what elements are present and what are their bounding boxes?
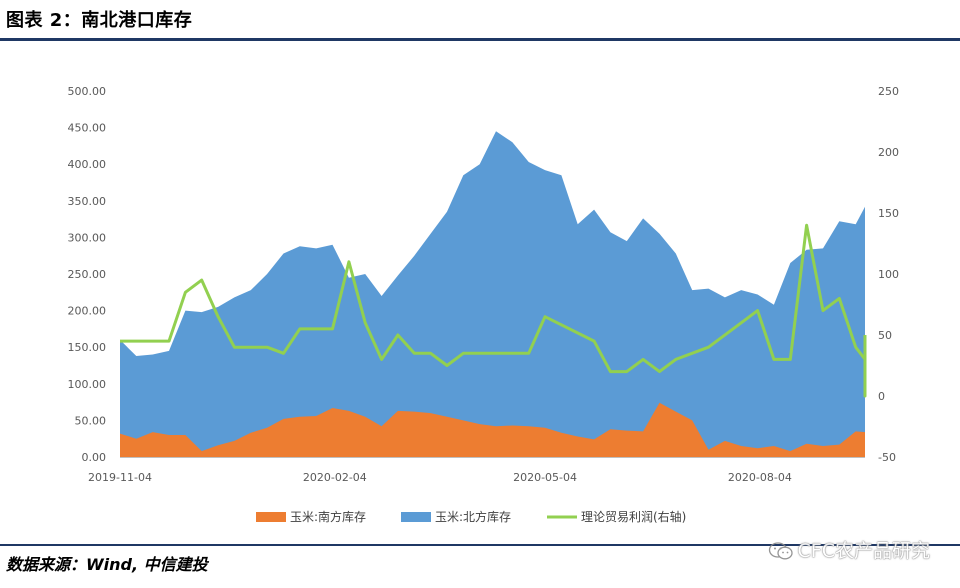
footer-rule (0, 544, 960, 546)
legend: 玉米:南方库存 玉米:北方库存 理论贸易利润(右轴) (256, 509, 686, 524)
x-tick-label: 2020-05-04 (513, 471, 577, 484)
y-left-tick-label: 50.00 (75, 414, 107, 427)
watermark-text: CFC农产品研究 (797, 540, 930, 562)
legend-swatch (401, 512, 431, 522)
watermark: CFC农产品研究 (768, 536, 930, 563)
y-right-tick-label: 150 (878, 207, 899, 220)
legend-swatch (256, 512, 286, 522)
legend-item-north: 玉米:北方库存 (401, 509, 511, 524)
legend-item-profit: 理论贸易利润(右轴) (547, 509, 686, 524)
plot-area (120, 131, 867, 458)
y-left-tick-label: 0.00 (82, 451, 107, 464)
wechat-icon (768, 542, 793, 560)
source-note: 数据来源：Wind, 中信建投 (6, 555, 208, 574)
x-tick-label: 2020-02-04 (303, 471, 367, 484)
y-right-tick-label: -50 (878, 451, 896, 464)
x-tick-label: 2020-08-04 (728, 471, 792, 484)
title-rule (0, 38, 960, 41)
y-left-tick-label: 150.00 (68, 341, 107, 354)
y-left-tick-label: 350.00 (68, 195, 107, 208)
y-left-tick-label: 400.00 (68, 158, 107, 171)
y-left-tick-label: 300.00 (68, 231, 107, 244)
y-right-tick-label: 250 (878, 85, 899, 98)
y-right-tick-label: 200 (878, 146, 899, 159)
page-title: 图表 2：南北港口库存 (6, 10, 193, 31)
x-tick-label: 2019-11-04 (88, 471, 152, 484)
y-right-tick-label: 50 (878, 329, 892, 342)
series-north-area (120, 131, 865, 458)
legend-item-south: 玉米:南方库存 (256, 509, 366, 524)
legend-label: 理论贸易利润(右轴) (581, 509, 686, 524)
y-right-tick-label: 100 (878, 268, 899, 281)
y-left-tick-label: 200.00 (68, 305, 107, 318)
axes: 0.00 50.00 100.00 150.00 200.00 250.00 300.00 3… (68, 85, 900, 484)
y-right-tick-label: 0 (878, 390, 885, 403)
legend-label: 玉米:南方库存 (290, 509, 366, 524)
y-left-tick-label: 100.00 (68, 378, 107, 391)
legend-label: 玉米:北方库存 (435, 509, 511, 524)
series-profit-line (120, 223, 867, 398)
y-left-tick-label: 450.00 (68, 122, 107, 135)
y-left-tick-label: 500.00 (68, 85, 107, 98)
series-south-area (120, 402, 865, 457)
y-left-tick-label: 250.00 (68, 268, 107, 281)
